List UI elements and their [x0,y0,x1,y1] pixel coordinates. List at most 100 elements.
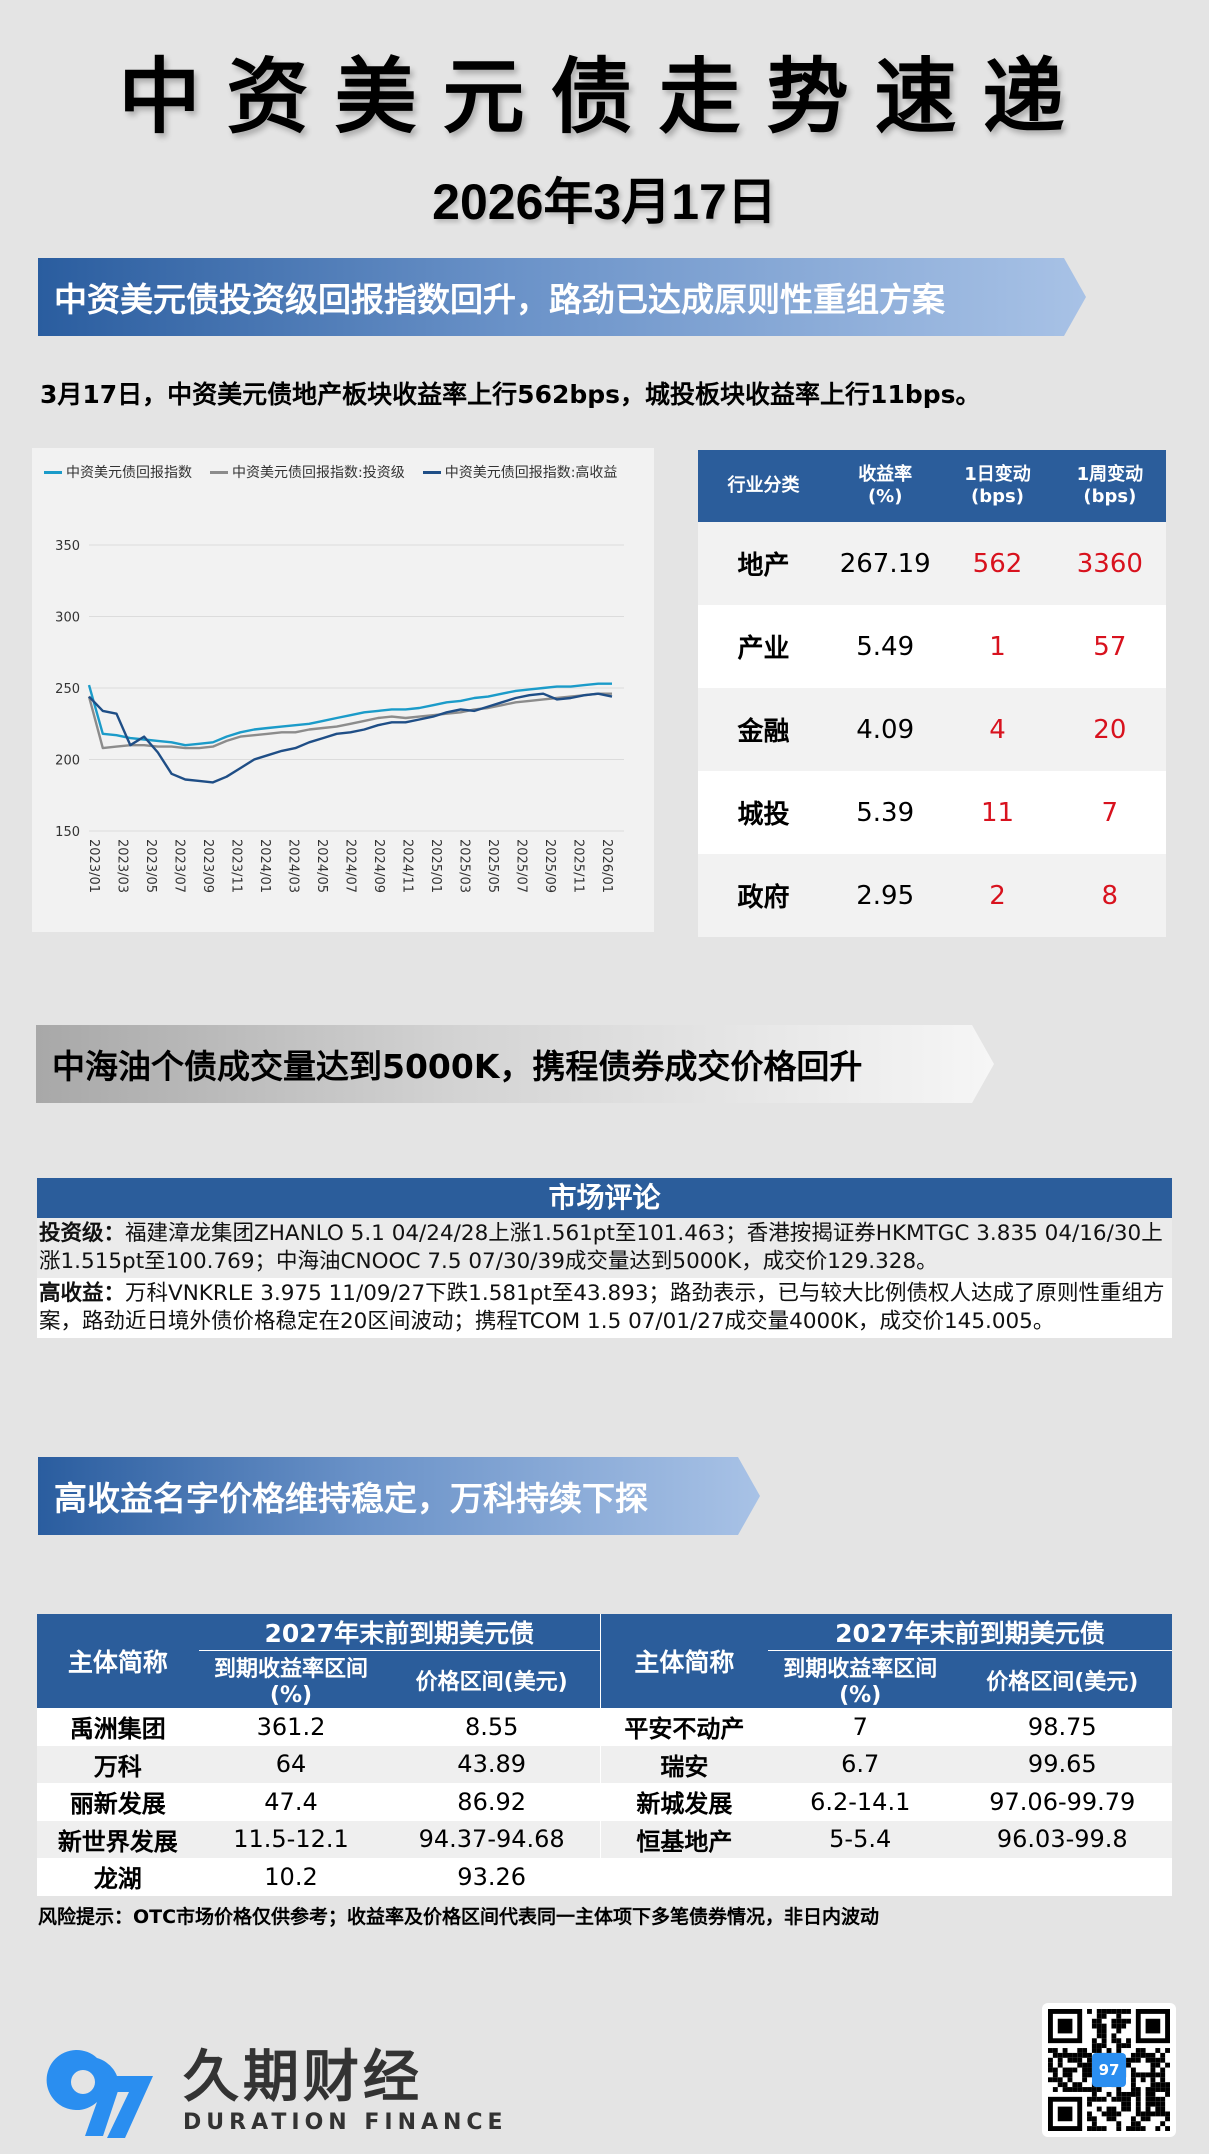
x-tick-label: 2025/07 [514,839,529,893]
market-comment-box: 市场评论 投资级：福建漳龙集团ZHANLO 5.1 04/24/28上涨1.56… [37,1178,1172,1338]
logo-en-text: DURATION FINANCE [183,2109,508,2135]
chart-legend: 中资美元债回报指数 中资美元债回报指数:投资级 中资美元债回报指数:高收益 [44,462,617,482]
sector-1d-change: 2 [941,854,1054,937]
section-banner-text: 中资美元债投资级回报指数回升，路劲已达成原则性重组方案 [54,280,945,319]
series-line [88,692,613,784]
series-line [87,682,612,747]
x-tick-label: 2023/09 [200,839,215,893]
brand-logo: 久期财经 DURATION FINANCE [45,2040,508,2140]
issuer-name: 万科 [37,1745,199,1783]
yield-range: 10.2 [198,1858,384,1896]
issuer-name: 龙湖 [37,1858,199,1896]
y-tick-label: 250 [55,682,80,697]
sector-1d-change: 4 [941,688,1054,771]
x-tick-label: 2025/05 [485,839,500,893]
col-header-1w-change: 1周变动 (bps) [1053,450,1166,522]
price-range: 8.55 [383,1708,601,1746]
sector-yield: 4.09 [829,688,942,771]
y-tick-label: 200 [55,754,80,769]
sector-1d-change: 1 [941,605,1054,688]
table-header-row: 行业分类 收益率 (%) 1日变动 (bps) 1周变动 (bps) [698,450,1166,522]
price-range: 97.06-99.79 [952,1783,1172,1821]
price-range: 86.92 [383,1783,601,1821]
hy-text: 万科VNKRLE 3.975 11/09/27下跌1.581pt至43.893；… [39,1281,1165,1334]
ig-label: 投资级： [39,1221,126,1246]
sector-name: 产业 [698,605,830,688]
series-line [87,692,612,750]
sector-1w-change: 20 [1053,688,1166,771]
x-tick-label: 2023/05 [143,839,158,893]
table-row: 龙湖 10.2 93.26 [37,1858,1172,1896]
sector-yield: 5.39 [829,771,942,854]
hy-label: 高收益： [39,1281,126,1306]
risk-disclaimer: 风险提示：OTC市场价格仅供参考；收益率及价格区间代表同一主体项下多笔债券情况，… [38,1906,880,1928]
daily-summary: 3月17日，中资美元债地产板块收益率上行562bps，城投板块收益率上行11bp… [40,380,981,409]
x-tick-label: 2025/11 [571,839,586,893]
issuer-name [599,1858,768,1896]
sector-1w-change: 3360 [1053,522,1166,605]
legend-swatch-icon [422,470,441,474]
chart-plot: 150 200 250 300 350 2023/01 2023/03 2023/05 2023… [55,539,624,893]
table-subheader-row: 到期收益率区间(%) 价格区间(美元) 到期收益率区间(%) 价格区间(美元) [37,1650,1172,1708]
col-header-yield-range: 到期收益率区间(%) [198,1650,384,1708]
col-header-group: 2027年末前到期美元债 [767,1614,1172,1651]
sector-1w-change: 57 [1053,605,1166,688]
sector-yield: 2.95 [829,854,942,937]
ig-text: 福建漳龙集团ZHANLO 5.1 04/24/28上涨1.561pt至101.4… [39,1221,1163,1274]
legend-item: 中资美元债回报指数 [44,462,192,482]
table-row: 政府 2.95 2 8 [698,854,1166,937]
table-row: 金融 4.09 4 20 [698,688,1166,771]
sector-1w-change: 8 [1053,854,1166,937]
page-title: 中资美元债走势速递 [118,50,1091,145]
col-header-1d-change: 1日变动 (bps) [941,450,1054,522]
legend-label: 中资美元债回报指数:高收益 [444,465,618,481]
legend-item: 中资美元债回报指数:高收益 [422,462,618,482]
sector-name: 政府 [698,854,830,937]
table-row: 新世界发展 11.5-12.1 94.37-94.68 恒基地产 5-5.4 9… [37,1820,1172,1858]
x-tick-label: 2026/01 [599,839,614,893]
yield-range: 11.5-12.1 [198,1820,384,1858]
yield-range: 6.7 [767,1745,953,1783]
col-header-yield-range: 到期收益率区间(%) [767,1650,953,1708]
yield-range: 5-5.4 [767,1820,953,1858]
price-range: 43.89 [383,1745,601,1783]
col-header-issuer: 主体简称 [37,1614,199,1708]
col-header-issuer: 主体简称 [599,1614,768,1708]
x-tick-label: 2025/03 [457,839,472,893]
sector-yield: 5.49 [829,605,942,688]
qr-code[interactable]: 97 [1042,2003,1176,2137]
section-banner-text: 中海油个债成交量达到5000K，携程债券成交价格回升 [52,1047,863,1086]
x-tick-label: 2024/01 [257,839,272,893]
report-date: 2026年3月17日 [432,174,777,230]
x-tick-label: 2024/03 [286,839,301,893]
table-header-row: 主体简称 2027年末前到期美元债 主体简称 2027年末前到期美元债 [37,1614,1172,1708]
legend-item: 中资美元债回报指数:投资级 [210,462,405,482]
issuer-name: 禹洲集团 [37,1708,199,1746]
y-tick-label: 350 [55,539,80,554]
y-tick-label: 300 [55,611,80,626]
sector-1w-change: 7 [1053,771,1166,854]
table-row: 城投 5.39 11 7 [698,771,1166,854]
issuer-name: 新世界发展 [37,1820,199,1858]
logo-97-icon [46,2050,153,2138]
price-range: 98.75 [952,1708,1172,1746]
col-header-price-range: 价格区间(美元) [952,1650,1172,1708]
price-range: 93.26 [383,1858,601,1896]
col-header-yield: 收益率 (%) [829,450,942,522]
col-header-group: 2027年末前到期美元债 [198,1614,601,1651]
maturing-bonds-table: 主体简称 2027年末前到期美元债 主体简称 2027年末前到期美元债 到期收益… [37,1614,1172,1896]
yield-range: 47.4 [198,1783,384,1821]
section-banner-text: 高收益名字价格维持稳定，万科持续下探 [54,1479,648,1518]
x-tick-label: 2023/11 [229,839,244,893]
sector-yield: 267.19 [829,522,942,605]
legend-swatch-icon [210,470,228,474]
yield-range: 6.2-14.1 [767,1783,953,1821]
x-tick-label: 2023/01 [86,839,101,893]
logo-cn-text: 久期财经 [183,2044,423,2110]
x-tick-label: 2023/03 [115,839,130,893]
col-header-sector: 行业分类 [698,450,830,522]
yield-range [767,1858,953,1896]
sector-1d-change: 562 [941,522,1054,605]
section-banner-trading: 中海油个债成交量达到5000K，携程债券成交价格回升 [36,1025,994,1103]
sector-1d-change: 11 [941,771,1054,854]
